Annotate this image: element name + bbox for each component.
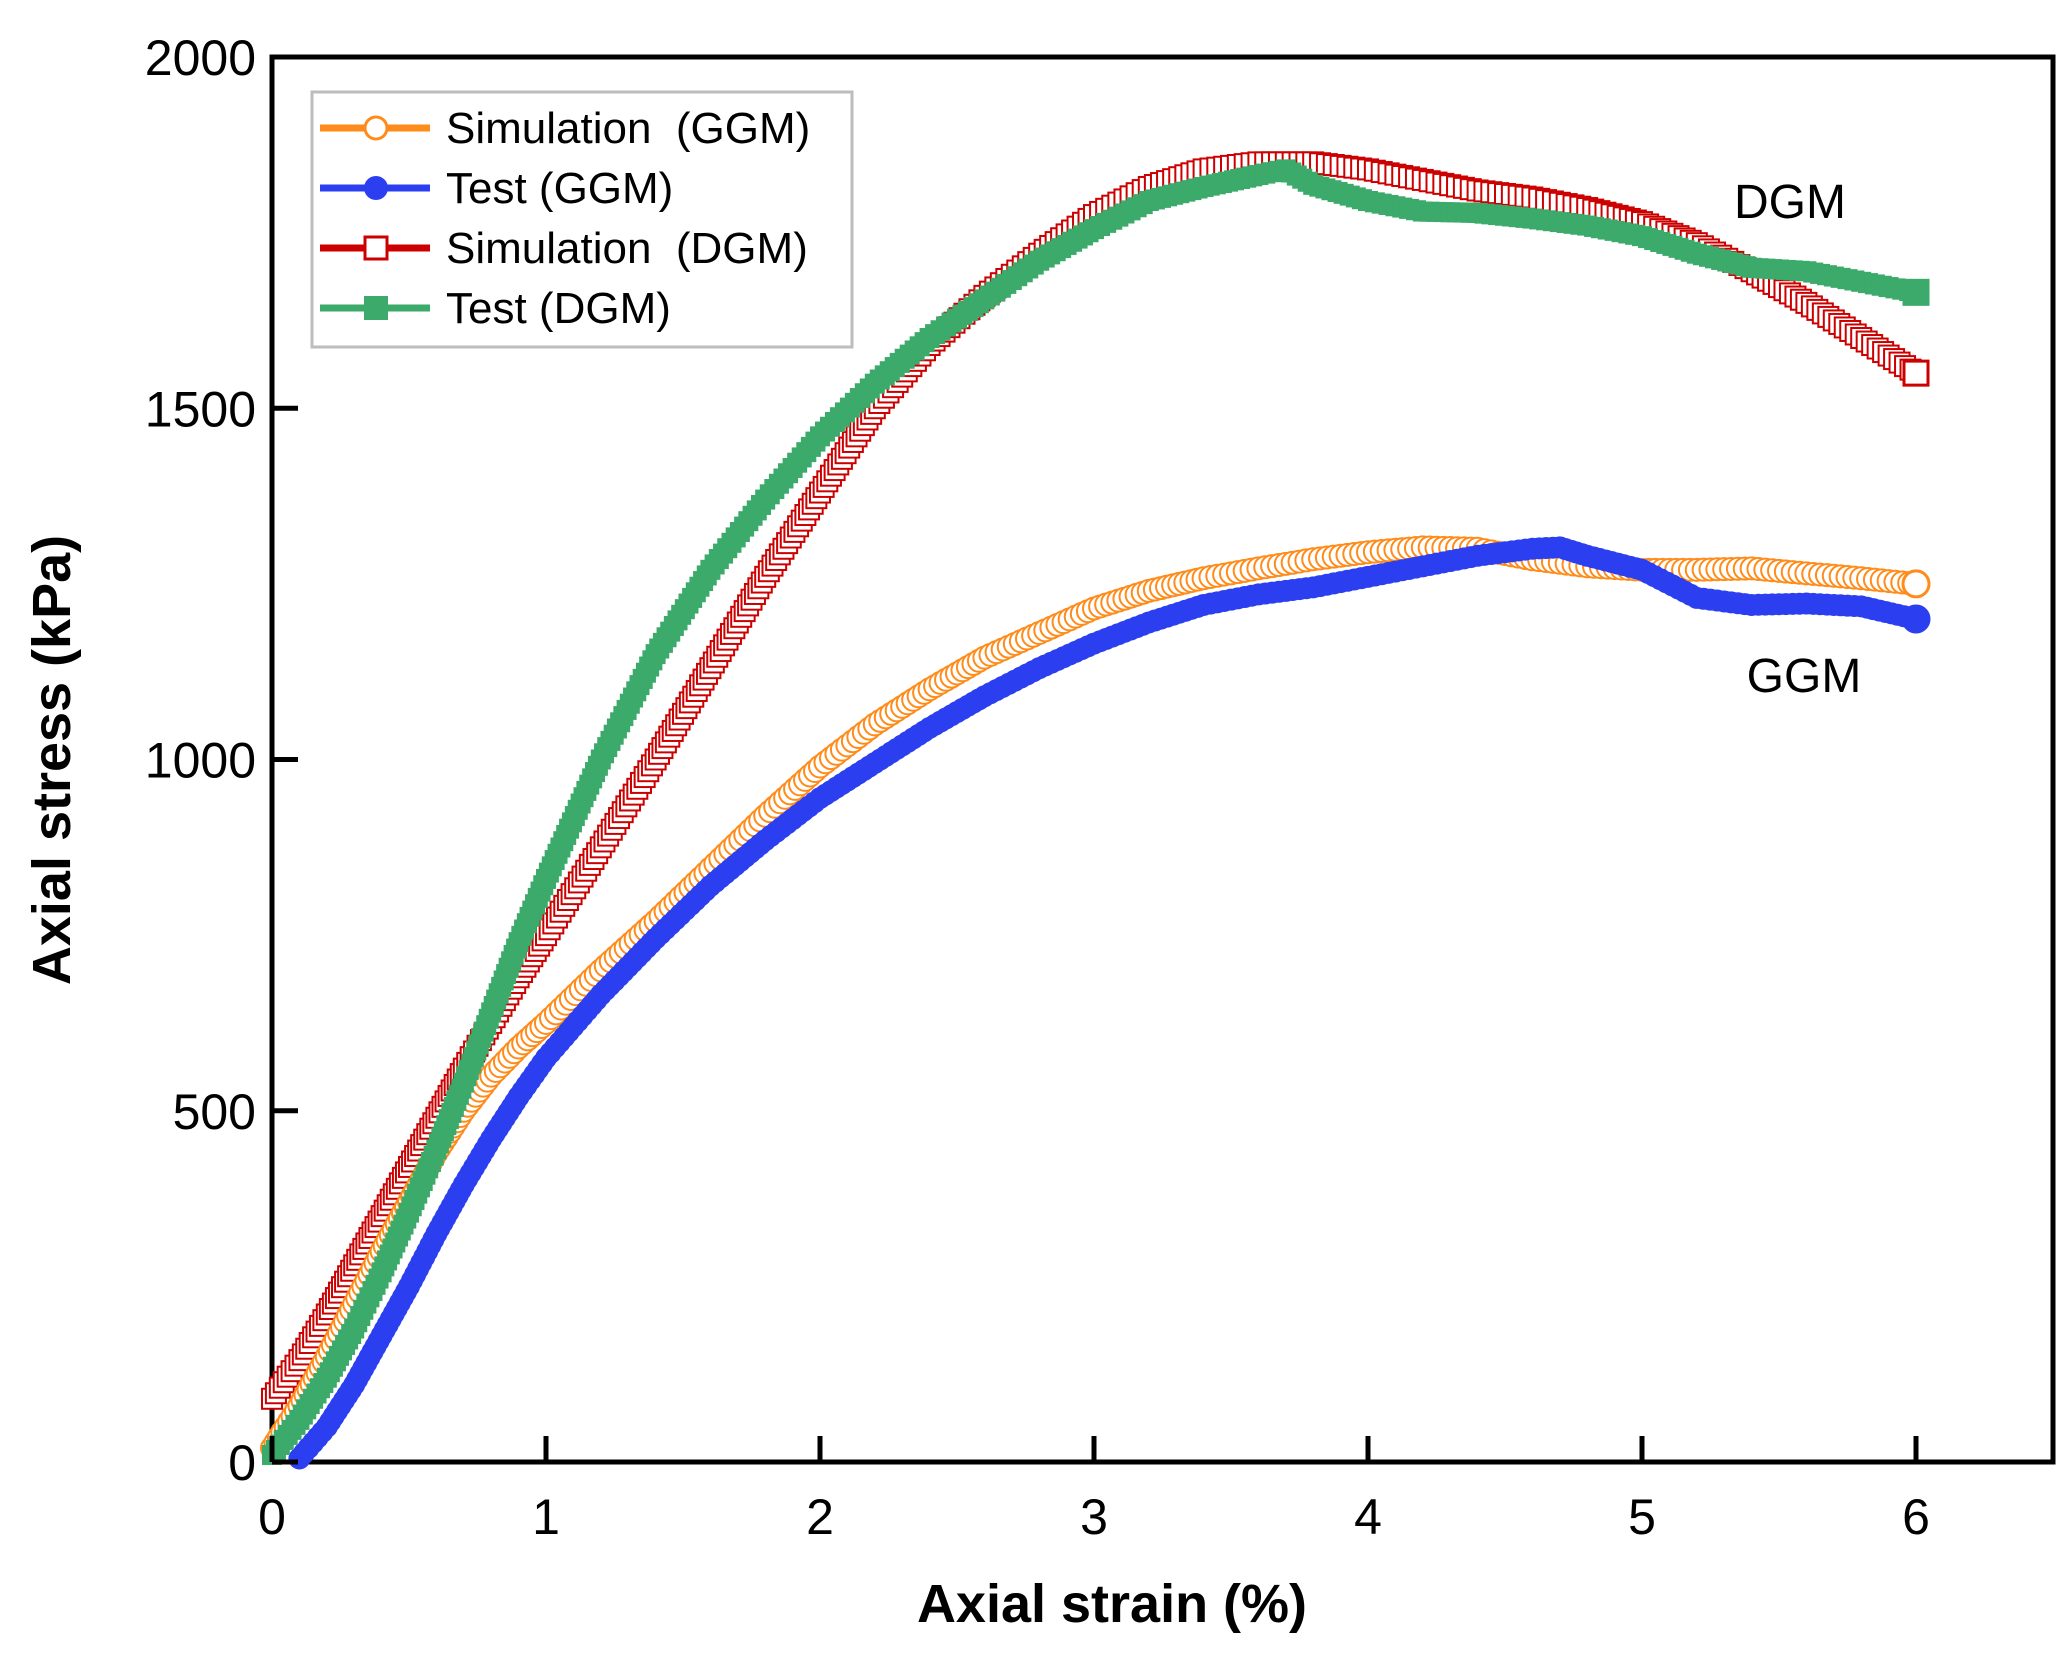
legend-label-simulation-dgm: Simulation (DGM) [446,224,808,273]
end-point [1901,569,1931,599]
y-tick-label: 1500 [145,381,256,437]
legend-entry-test-dgm: Test (DGM) [320,284,671,333]
legend-marker-filled-circle [364,176,388,200]
series-line [264,161,1924,1463]
x-tick-label: 0 [258,1489,286,1545]
legend-marker-open-square [363,235,389,261]
x-tick-label: 5 [1628,1489,1656,1545]
y-tick-label: 1000 [145,733,256,789]
y-axis-title: Axial stress (kPa) [22,535,82,985]
y-axis-ticks: 0 500 1000 1500 2000 [145,30,298,1491]
series-line [291,539,1924,1467]
end-point [1901,604,1931,634]
legend-marker-filled-square [364,296,388,320]
y-tick-label: 0 [228,1435,256,1491]
legend-entry-test-ggm: Test (GGM) [320,164,673,213]
x-tick-label: 2 [806,1489,834,1545]
x-tick-label: 1 [532,1489,560,1545]
legend: Simulation (GGM) Test (GGM) Simulation (… [310,90,854,349]
legend-label-test-ggm: Test (GGM) [446,164,673,213]
legend-entry-simulation-ggm: Simulation (GGM) [320,104,810,153]
series-test-dgm [262,159,1930,1465]
x-tick-label: 3 [1080,1489,1108,1545]
series-test-ggm [288,536,1931,1470]
series-layer [260,151,1931,1470]
annotation-ggm: GGM [1747,650,1862,703]
legend-label-test-dgm: Test (DGM) [446,284,671,333]
x-tick-label: 6 [1902,1489,1930,1545]
legend-label-simulation-ggm: Simulation (GGM) [446,104,810,153]
legend-marker-open-circle [363,115,389,141]
annotation-dgm: DGM [1734,176,1846,229]
y-tick-label: 2000 [145,30,256,86]
x-axis-title: Axial strain (%) [917,1574,1307,1634]
legend-entry-simulation-dgm: Simulation (DGM) [320,224,808,273]
end-point [1902,359,1930,387]
x-axis-ticks: 0 1 2 3 4 5 6 [258,1436,1930,1545]
x-tick-label: 4 [1354,1489,1382,1545]
end-point [1902,278,1930,306]
y-tick-label: 500 [173,1084,256,1140]
